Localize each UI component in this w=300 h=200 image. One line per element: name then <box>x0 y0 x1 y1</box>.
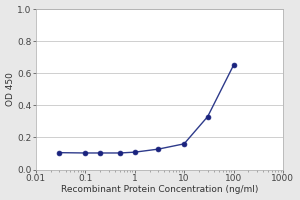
X-axis label: Recombinant Protein Concentration (ng/ml): Recombinant Protein Concentration (ng/ml… <box>61 185 258 194</box>
Y-axis label: OD 450: OD 450 <box>6 72 15 106</box>
